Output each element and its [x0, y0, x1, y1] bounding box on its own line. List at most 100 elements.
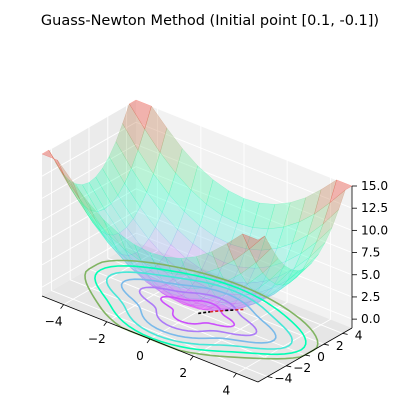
- surface-patch: [276, 221, 300, 249]
- surface-patch: [116, 249, 140, 275]
- y-tick-label: 4: [355, 328, 363, 342]
- surface-patch: [218, 259, 241, 283]
- surface-patch: [103, 219, 127, 251]
- surface-patch: [102, 156, 125, 196]
- y-tick-label: −4: [274, 372, 292, 386]
- surface-patch: [94, 219, 118, 251]
- surface-patch: [261, 226, 284, 251]
- surface-patch: [236, 198, 260, 228]
- surface-patch: [137, 128, 161, 175]
- surface-patch: [285, 234, 309, 263]
- surface-patch: [146, 173, 170, 213]
- surface: [41, 99, 353, 312]
- surface-patch: [252, 202, 276, 230]
- surface-patch: [195, 251, 219, 274]
- surface-patch: [110, 194, 134, 228]
- surface-patch: [141, 238, 165, 266]
- surface-patch: [296, 254, 319, 278]
- surface-patch: [184, 189, 207, 227]
- surface-patch: [156, 268, 180, 288]
- surface-patch: [282, 268, 306, 286]
- surface-patch: [221, 190, 245, 224]
- surface-patch: [287, 256, 310, 281]
- surface-patch: [316, 209, 339, 243]
- surface-patch: [248, 235, 272, 264]
- surface-patch: [84, 206, 107, 235]
- surface-patch: [134, 247, 158, 271]
- surface-patch: [246, 272, 270, 292]
- surface-patch: [283, 197, 307, 228]
- y-tick: [286, 365, 292, 368]
- surface-patch: [309, 227, 333, 258]
- surface-patch: [307, 202, 331, 236]
- x-tick: [189, 355, 194, 361]
- surface-patch: [256, 276, 280, 294]
- y-tick-label: −2: [293, 361, 311, 375]
- surface-patch: [291, 213, 315, 244]
- surface-patch: [70, 188, 94, 224]
- surface-patch: [139, 191, 163, 228]
- surface-patch: [201, 254, 225, 278]
- surface-patch: [269, 243, 293, 267]
- surface-patch: [278, 252, 302, 278]
- surface-patch: [275, 269, 299, 286]
- surface-patch: [55, 161, 78, 200]
- path-segment: [225, 309, 236, 312]
- surface-patch: [163, 244, 187, 271]
- x-tick-label: 0: [136, 349, 144, 363]
- surface-patch: [267, 202, 291, 230]
- y-tick: [267, 376, 273, 378]
- surface-patch: [92, 222, 116, 251]
- x-tick-label: −4: [45, 315, 63, 329]
- surface-patch: [105, 233, 130, 256]
- surface-patch: [81, 182, 105, 212]
- surface-patch: [122, 103, 145, 151]
- gridline-y: [50, 148, 268, 378]
- y-tick: [342, 333, 348, 335]
- surface-patch: [108, 141, 132, 184]
- surface-patch: [240, 262, 264, 285]
- surface-patch: [158, 284, 183, 298]
- surface-patch: [61, 172, 85, 207]
- surface-patch: [238, 248, 262, 269]
- surface-patch: [211, 243, 235, 269]
- surface-patch: [268, 265, 293, 285]
- surface-patch: [112, 232, 136, 256]
- surface-patch: [289, 262, 312, 284]
- surface-patch: [97, 208, 121, 236]
- surface-patch: [155, 211, 178, 246]
- y-tick: [304, 354, 311, 357]
- surface-patch: [271, 267, 295, 289]
- surface-patch: [253, 279, 277, 296]
- y-tick-label: 2: [336, 339, 344, 353]
- surface-patch: [99, 229, 123, 255]
- surface-patch: [273, 277, 297, 295]
- surface-patch: [48, 149, 72, 190]
- surface-patch: [131, 149, 154, 193]
- surface-patch: [159, 127, 183, 174]
- surface-patch: [124, 167, 147, 208]
- surface-patch: [267, 282, 290, 297]
- surface-patch: [258, 288, 282, 303]
- surface-patch: [125, 250, 149, 276]
- surface-patch: [280, 268, 304, 290]
- gridline-x: [236, 177, 331, 374]
- surface-patch: [192, 225, 216, 255]
- surface-patch: [63, 175, 87, 213]
- surface-patch: [214, 214, 238, 245]
- surface-patch: [183, 304, 206, 311]
- surface-patch: [313, 179, 338, 215]
- surface-patch: [104, 203, 127, 234]
- surface-patch: [302, 242, 326, 270]
- surface-patch: [199, 203, 223, 237]
- y-tick-label: 0: [317, 350, 325, 364]
- surface-patch: [88, 176, 112, 210]
- surface-patch: [176, 300, 200, 310]
- surface-patch: [177, 211, 200, 245]
- surface-patch: [262, 261, 287, 282]
- surface-patch: [190, 165, 214, 205]
- contour-line: [138, 286, 258, 337]
